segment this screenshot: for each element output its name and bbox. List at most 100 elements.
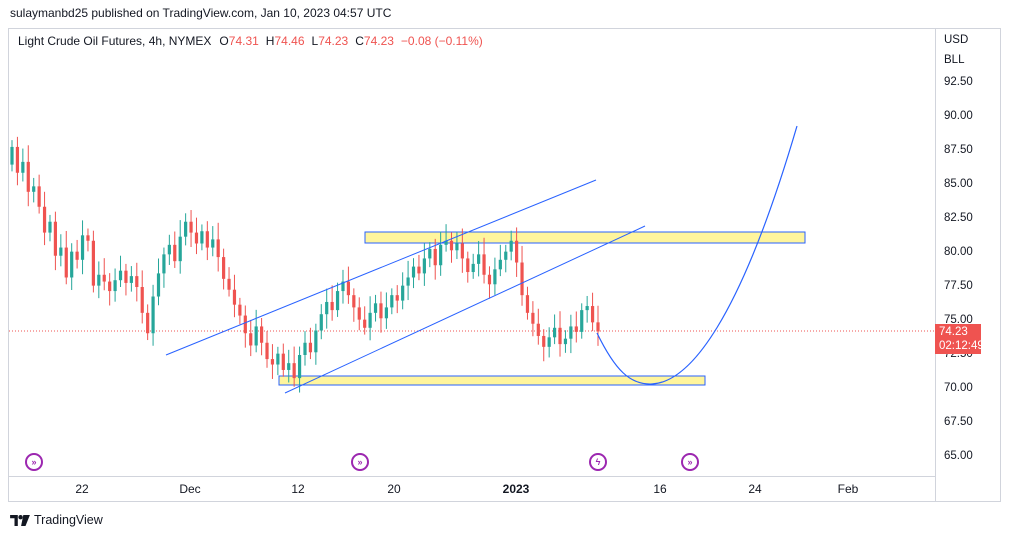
candle-body bbox=[509, 240, 513, 252]
change-value: −0.08 (−0.11%) bbox=[400, 34, 483, 48]
candle-body bbox=[113, 280, 117, 292]
x-tick-label: 2023 bbox=[502, 482, 530, 496]
price-axis[interactable] bbox=[935, 28, 1001, 502]
currency-label[interactable]: USD bbox=[944, 34, 969, 46]
candle-body bbox=[205, 231, 209, 248]
candle-body bbox=[384, 307, 388, 319]
low-label: L bbox=[311, 34, 319, 48]
candle-body bbox=[64, 247, 68, 278]
candle-body bbox=[151, 296, 155, 334]
x-tick-label: 22 bbox=[75, 482, 89, 496]
projection-curve bbox=[596, 125, 798, 385]
candle-body bbox=[552, 327, 557, 338]
candle-body bbox=[477, 254, 481, 264]
candle-body bbox=[308, 342, 313, 353]
y-tick-label: 70.00 bbox=[944, 382, 973, 394]
candle-body bbox=[48, 221, 52, 233]
candle-body bbox=[243, 315, 247, 334]
candle-body bbox=[330, 301, 334, 311]
x-tick-label: Feb bbox=[837, 482, 859, 496]
candle-body bbox=[558, 327, 562, 345]
candle-body bbox=[580, 310, 584, 332]
candle-body bbox=[314, 330, 318, 353]
candle-body bbox=[276, 353, 280, 365]
unit-label[interactable]: BLL bbox=[944, 54, 965, 66]
candle-body bbox=[422, 258, 426, 274]
candle-body bbox=[325, 301, 329, 315]
candle-body bbox=[504, 251, 508, 260]
channel-upper-line bbox=[165, 179, 597, 356]
dividend-arrow-icon[interactable]: » bbox=[25, 453, 43, 471]
candle-body bbox=[368, 312, 372, 328]
resistance-zone bbox=[364, 231, 806, 244]
lightning-icon[interactable]: ϟ bbox=[589, 453, 607, 471]
candle-body bbox=[395, 295, 399, 301]
low-value: 74.23 bbox=[318, 34, 349, 48]
candle-body bbox=[238, 304, 242, 316]
publisher-line: sulaymanbd25 published on TradingView.co… bbox=[10, 6, 392, 20]
candle-body bbox=[118, 270, 123, 281]
candle-body bbox=[487, 274, 492, 285]
candle-body bbox=[542, 335, 546, 347]
high-value: 74.46 bbox=[274, 34, 305, 48]
candle-body bbox=[91, 240, 95, 286]
tradingview-logo-icon bbox=[10, 514, 30, 526]
candle-body bbox=[259, 326, 264, 343]
candle-body bbox=[167, 244, 171, 255]
time-axis[interactable] bbox=[9, 476, 935, 501]
candle-body bbox=[596, 322, 600, 332]
candle-body bbox=[536, 323, 540, 336]
candle-body bbox=[129, 276, 133, 283]
candles-group bbox=[10, 136, 600, 393]
x-tick-label: 16 bbox=[653, 482, 667, 496]
candle-body bbox=[319, 314, 323, 331]
high-label: H bbox=[265, 34, 275, 48]
candle-body bbox=[200, 231, 204, 244]
symbol-title[interactable]: Light Crude Oil Futures, 4h, NYMEX bbox=[18, 34, 212, 48]
candle-body bbox=[178, 236, 182, 262]
candle-body bbox=[173, 244, 177, 262]
candle-body bbox=[194, 232, 199, 244]
candle-body bbox=[357, 307, 361, 320]
x-tick-label: 24 bbox=[748, 482, 762, 496]
candle-body bbox=[406, 277, 410, 286]
candle-body bbox=[59, 247, 63, 256]
candle-body bbox=[563, 338, 568, 345]
tradingview-logo[interactable]: TradingView bbox=[10, 513, 103, 527]
candle-body bbox=[379, 303, 383, 319]
candle-body bbox=[281, 353, 285, 370]
dividend-arrow-icon[interactable]: » bbox=[681, 453, 699, 471]
candle-body bbox=[32, 186, 36, 192]
candle-body bbox=[80, 235, 85, 260]
candle-body bbox=[211, 239, 215, 248]
candle-body bbox=[363, 319, 367, 328]
y-tick-label: 82.50 bbox=[944, 212, 973, 224]
dividend-arrow-icon[interactable]: » bbox=[351, 453, 369, 471]
candle-body bbox=[222, 257, 226, 279]
last-price-value: 74.23 bbox=[939, 326, 968, 338]
y-tick-label: 77.50 bbox=[944, 280, 973, 292]
y-tick-label: 80.00 bbox=[944, 246, 973, 258]
y-tick-label: 92.50 bbox=[944, 76, 973, 88]
chart-frame[interactable] bbox=[8, 28, 1001, 502]
candle-body bbox=[433, 248, 437, 266]
candle-body bbox=[53, 221, 58, 256]
candle-body bbox=[352, 295, 356, 308]
candle-body bbox=[21, 161, 25, 173]
symbol-info-bar[interactable]: Light Crude Oil Futures, 4h, NYMEX O 74.… bbox=[18, 34, 483, 48]
close-label: C bbox=[355, 34, 364, 48]
candle-body bbox=[292, 363, 296, 379]
candle-body bbox=[265, 342, 269, 360]
candle-body bbox=[303, 342, 307, 355]
candle-body bbox=[455, 243, 459, 251]
last-price-badge: 74.23 02:12:49 bbox=[935, 324, 984, 354]
candle-body bbox=[227, 278, 231, 290]
candle-body bbox=[70, 251, 74, 278]
candle-body bbox=[460, 243, 464, 259]
candle-body bbox=[156, 273, 161, 297]
candle-body bbox=[124, 270, 128, 283]
candle-body bbox=[428, 248, 432, 259]
candle-body bbox=[42, 206, 47, 233]
candle-body bbox=[569, 326, 573, 339]
